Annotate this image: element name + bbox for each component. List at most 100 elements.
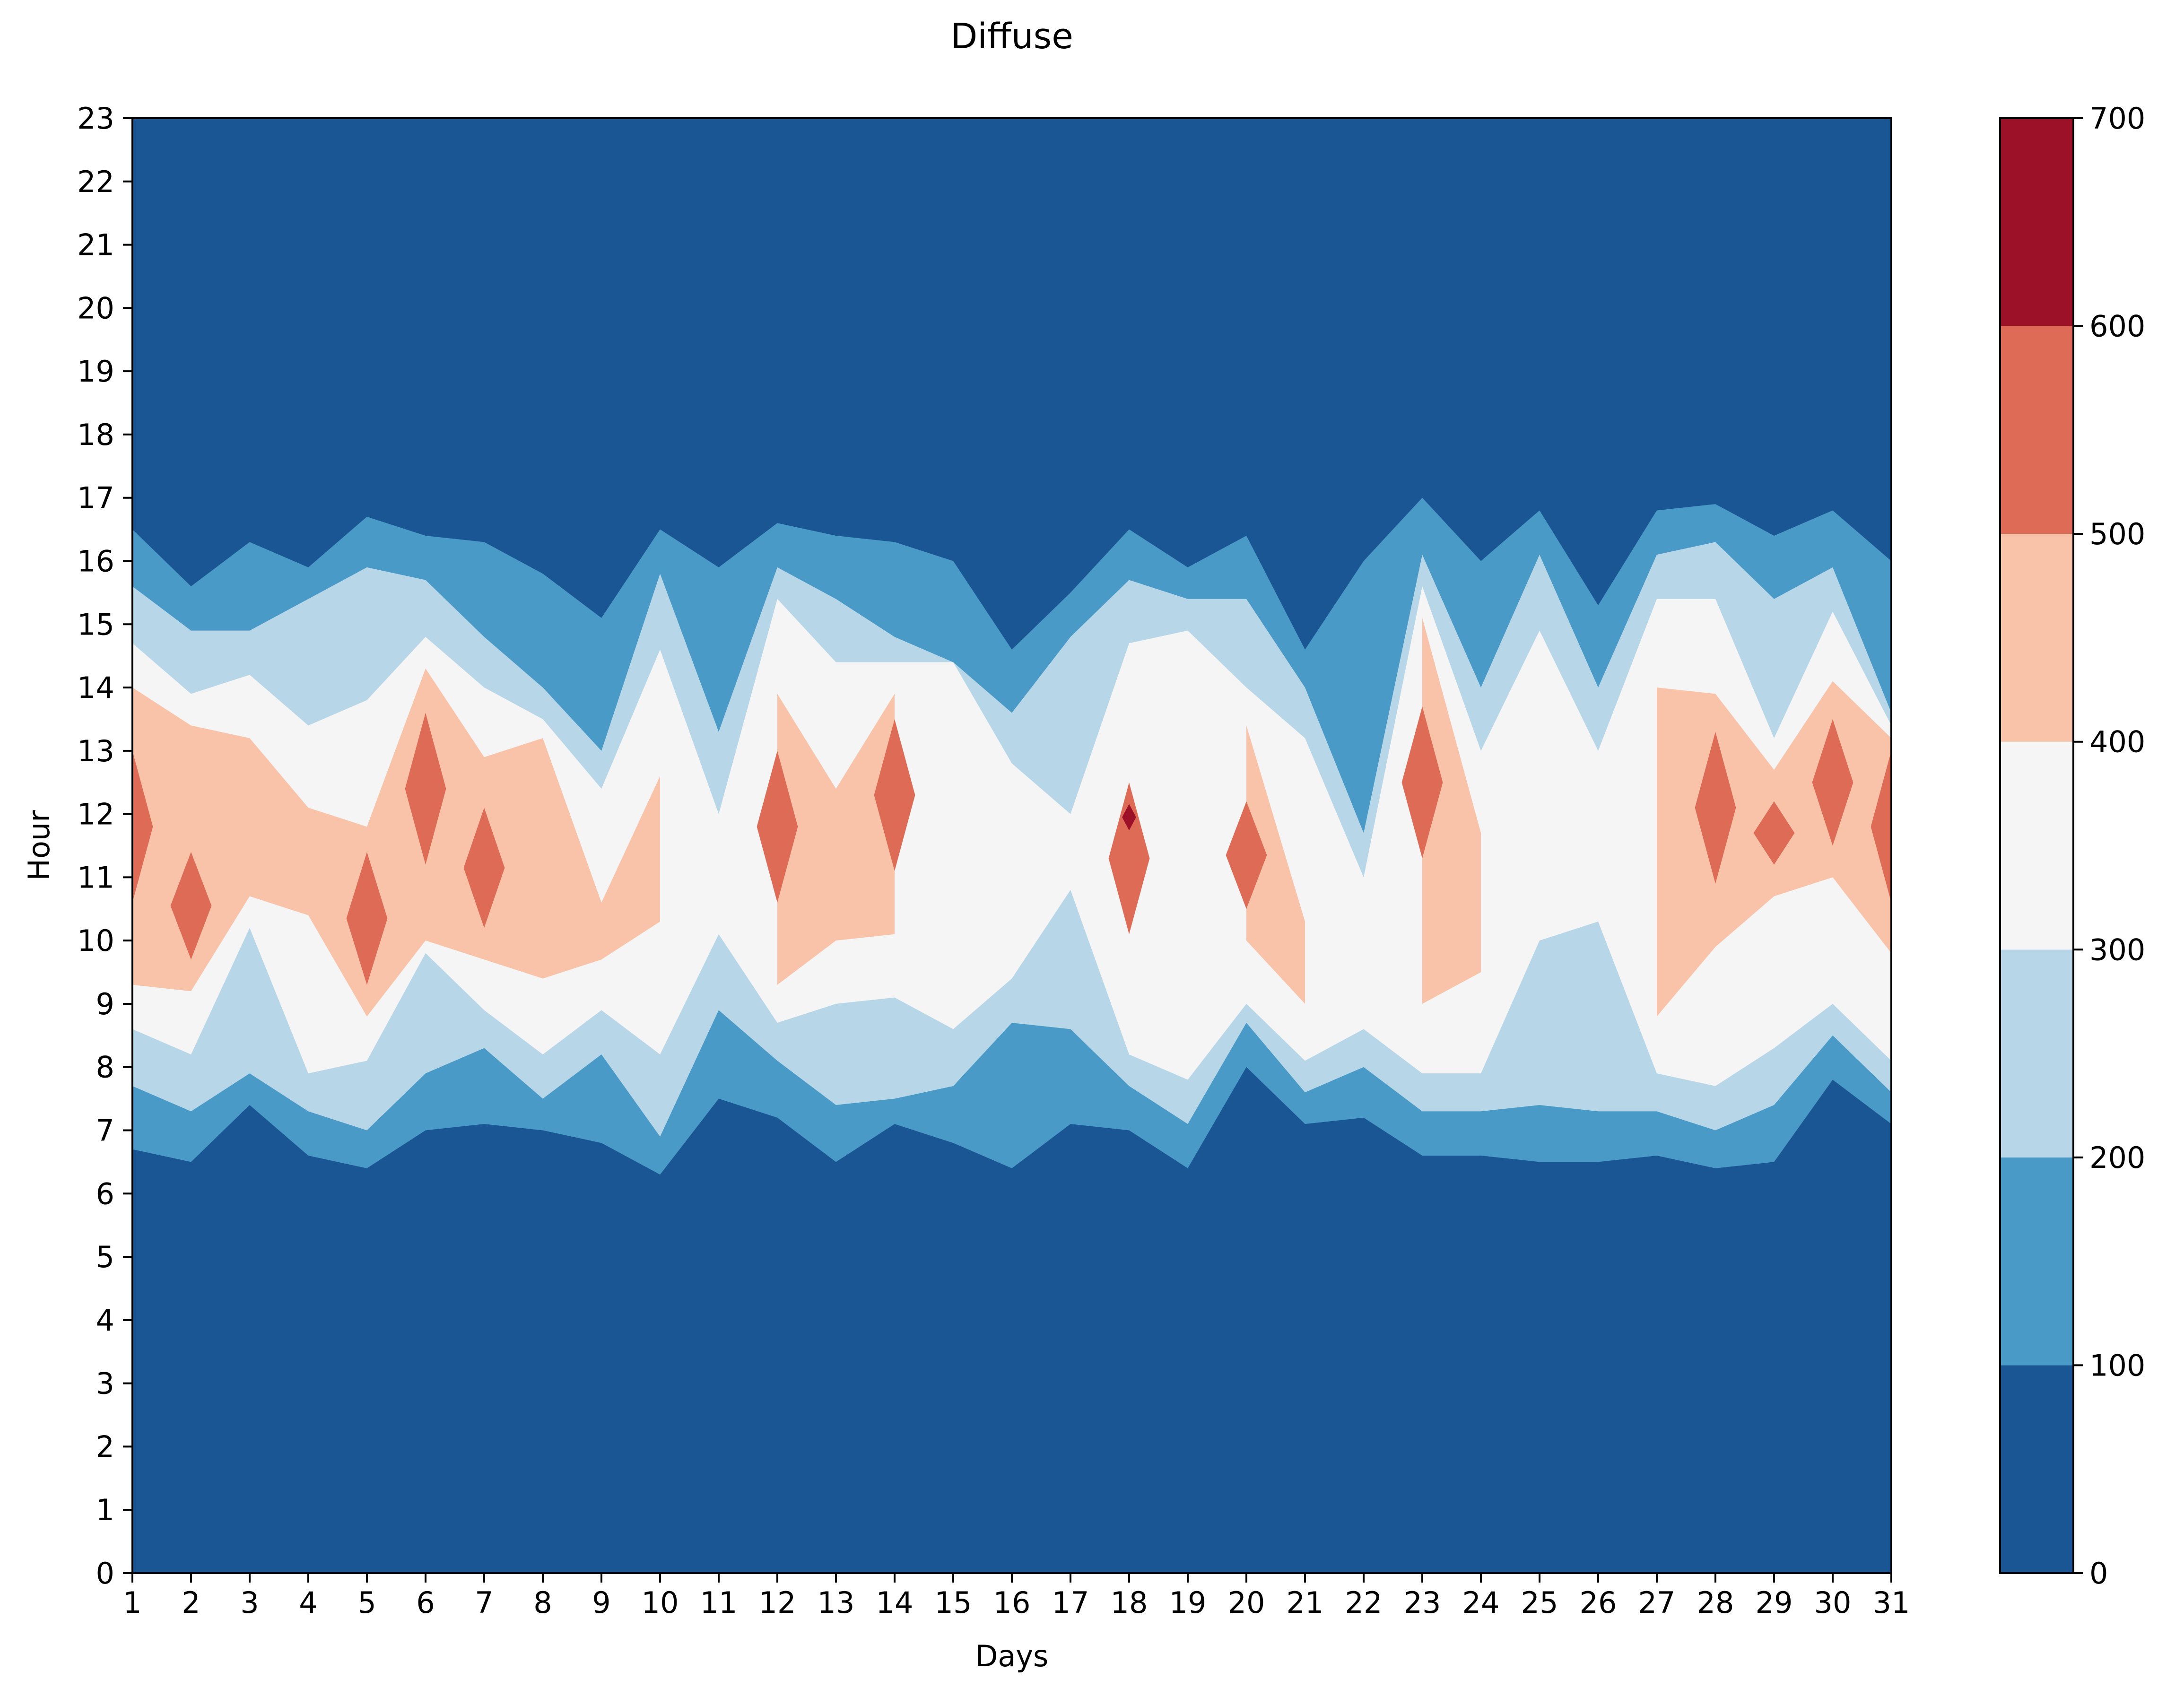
x-tick-label: 29 bbox=[1756, 1585, 1793, 1620]
contour-band-400-500 bbox=[132, 668, 660, 1017]
x-tick-label: 1 bbox=[123, 1585, 141, 1620]
y-tick-label: 23 bbox=[77, 101, 114, 136]
x-axis-ticks: 1 2 3 4 5 6 7 8 9 10 11 12 13 14 15 16 17 18 19 20 21 22 23 24 2… bbox=[123, 1573, 1910, 1620]
y-tick-label: 14 bbox=[77, 670, 114, 705]
y-tick-label: 19 bbox=[77, 354, 114, 389]
y-tick-label: 12 bbox=[77, 797, 114, 832]
y-tick-label: 2 bbox=[96, 1429, 114, 1464]
x-tick-label: 15 bbox=[935, 1585, 972, 1620]
colorbar-tick-label: 600 bbox=[2089, 309, 2145, 344]
x-tick-label: 28 bbox=[1697, 1585, 1734, 1620]
colorbar-segment bbox=[2000, 949, 2073, 1157]
y-tick-label: 13 bbox=[77, 734, 114, 768]
contour-band-500-600 bbox=[1695, 731, 1736, 884]
x-tick-label: 6 bbox=[416, 1585, 435, 1620]
x-tick-label: 21 bbox=[1287, 1585, 1324, 1620]
y-tick-label: 11 bbox=[77, 860, 114, 895]
y-tick-label: 8 bbox=[96, 1050, 114, 1085]
colorbar-segment bbox=[2000, 326, 2073, 534]
x-tick-label: 19 bbox=[1169, 1585, 1207, 1620]
y-tick-label: 15 bbox=[77, 607, 114, 642]
x-tick-label: 14 bbox=[876, 1585, 914, 1620]
y-axis-label: Hour bbox=[22, 810, 56, 881]
y-tick-label: 3 bbox=[96, 1366, 114, 1401]
y-tick-label: 22 bbox=[77, 165, 114, 199]
y-tick-label: 5 bbox=[96, 1240, 114, 1274]
colorbar-frame bbox=[1999, 117, 2074, 1574]
contour-band-500-600 bbox=[874, 719, 915, 871]
x-tick-label: 31 bbox=[1873, 1585, 1910, 1620]
x-tick-label: 4 bbox=[299, 1585, 317, 1620]
x-tick-label: 3 bbox=[240, 1585, 259, 1620]
x-tick-label: 22 bbox=[1345, 1585, 1383, 1620]
x-tick-label: 12 bbox=[759, 1585, 796, 1620]
y-tick-label: 17 bbox=[77, 481, 114, 515]
x-tick-label: 10 bbox=[642, 1585, 679, 1620]
contour-band-500-600 bbox=[346, 852, 388, 985]
contour-band-500-600 bbox=[1401, 706, 1443, 859]
y-tick-label: 21 bbox=[77, 228, 114, 262]
contour-band-500-600 bbox=[1108, 782, 1150, 934]
colorbar-tick-label: 200 bbox=[2089, 1140, 2145, 1175]
colorbar bbox=[2000, 118, 2073, 1573]
x-tick-label: 8 bbox=[533, 1585, 552, 1620]
x-tick-label: 25 bbox=[1521, 1585, 1558, 1620]
contour-band-500-600 bbox=[1871, 750, 1891, 903]
colorbar-tick-label: 100 bbox=[2089, 1348, 2145, 1383]
y-tick-label: 6 bbox=[96, 1176, 114, 1211]
chart-title: Diffuse bbox=[950, 16, 1073, 57]
y-tick-label: 18 bbox=[77, 418, 114, 452]
contour-band-500-600 bbox=[405, 713, 446, 865]
x-tick-label: 16 bbox=[993, 1585, 1031, 1620]
contour-band-500-600 bbox=[1753, 801, 1795, 865]
colorbar-segment bbox=[2000, 741, 2073, 950]
x-tick-label: 18 bbox=[1111, 1585, 1148, 1620]
contour-band-500-600 bbox=[757, 750, 798, 903]
x-tick-label: 23 bbox=[1404, 1585, 1441, 1620]
x-tick-label: 20 bbox=[1228, 1585, 1265, 1620]
colorbar-ticks: 0 100 200 300 400 500 600 700 bbox=[2073, 101, 2145, 1591]
x-axis-label: Days bbox=[975, 1639, 1049, 1673]
x-tick-label: 24 bbox=[1462, 1585, 1500, 1620]
contour-bands bbox=[132, 497, 1891, 1175]
colorbar-tick-label: 400 bbox=[2089, 725, 2145, 759]
x-tick-label: 11 bbox=[700, 1585, 738, 1620]
contour-band-500-600 bbox=[132, 750, 153, 903]
contour-band-400-500 bbox=[777, 694, 895, 985]
colorbar-tick-label: 300 bbox=[2089, 932, 2145, 967]
contour-band-500-600 bbox=[170, 852, 212, 960]
colorbar-tick-label: 0 bbox=[2089, 1556, 2108, 1591]
y-tick-label: 0 bbox=[96, 1556, 114, 1591]
x-tick-label: 9 bbox=[592, 1585, 610, 1620]
y-tick-label: 4 bbox=[96, 1303, 114, 1338]
x-tick-label: 27 bbox=[1638, 1585, 1676, 1620]
x-tick-label: 5 bbox=[357, 1585, 376, 1620]
x-tick-label: 13 bbox=[818, 1585, 855, 1620]
contour-band-400-500 bbox=[1246, 725, 1305, 1004]
x-tick-label: 30 bbox=[1814, 1585, 1852, 1620]
colorbar-segment bbox=[2000, 534, 2073, 742]
contour-band-500-600 bbox=[1812, 719, 1853, 846]
y-tick-label: 16 bbox=[77, 544, 114, 578]
colorbar-tick-label: 500 bbox=[2089, 517, 2145, 551]
y-tick-label: 9 bbox=[96, 987, 114, 1021]
y-tick-label: 1 bbox=[96, 1493, 114, 1527]
colorbar-segment bbox=[2000, 1365, 2073, 1573]
y-tick-label: 10 bbox=[77, 923, 114, 958]
x-tick-label: 2 bbox=[182, 1585, 200, 1620]
contour-band-400-500 bbox=[1422, 618, 1481, 1004]
colorbar-tick-label: 700 bbox=[2089, 101, 2145, 136]
contour-band-600-700 bbox=[1122, 804, 1136, 831]
y-tick-label: 7 bbox=[96, 1114, 114, 1148]
x-tick-label: 26 bbox=[1580, 1585, 1617, 1620]
contour-band-500-600 bbox=[463, 808, 505, 928]
colorbar-segment bbox=[2000, 118, 2073, 326]
contour-band-500-600 bbox=[1226, 801, 1267, 909]
x-tick-label: 7 bbox=[475, 1585, 493, 1620]
x-tick-label: 17 bbox=[1052, 1585, 1089, 1620]
plot-area bbox=[132, 118, 1891, 1573]
colorbar-segment bbox=[2000, 1157, 2073, 1366]
y-tick-label: 20 bbox=[77, 291, 114, 325]
